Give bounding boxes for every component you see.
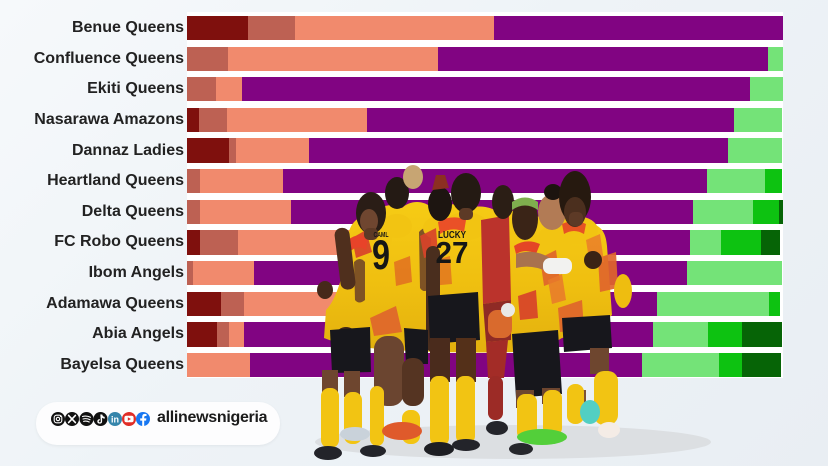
svg-text:LUCKY: LUCKY [438, 230, 466, 241]
svg-text:in: in [111, 415, 119, 425]
svg-text:CAML: CAML [374, 232, 390, 239]
svg-text:27: 27 [436, 235, 469, 270]
svg-text:9: 9 [372, 231, 390, 278]
